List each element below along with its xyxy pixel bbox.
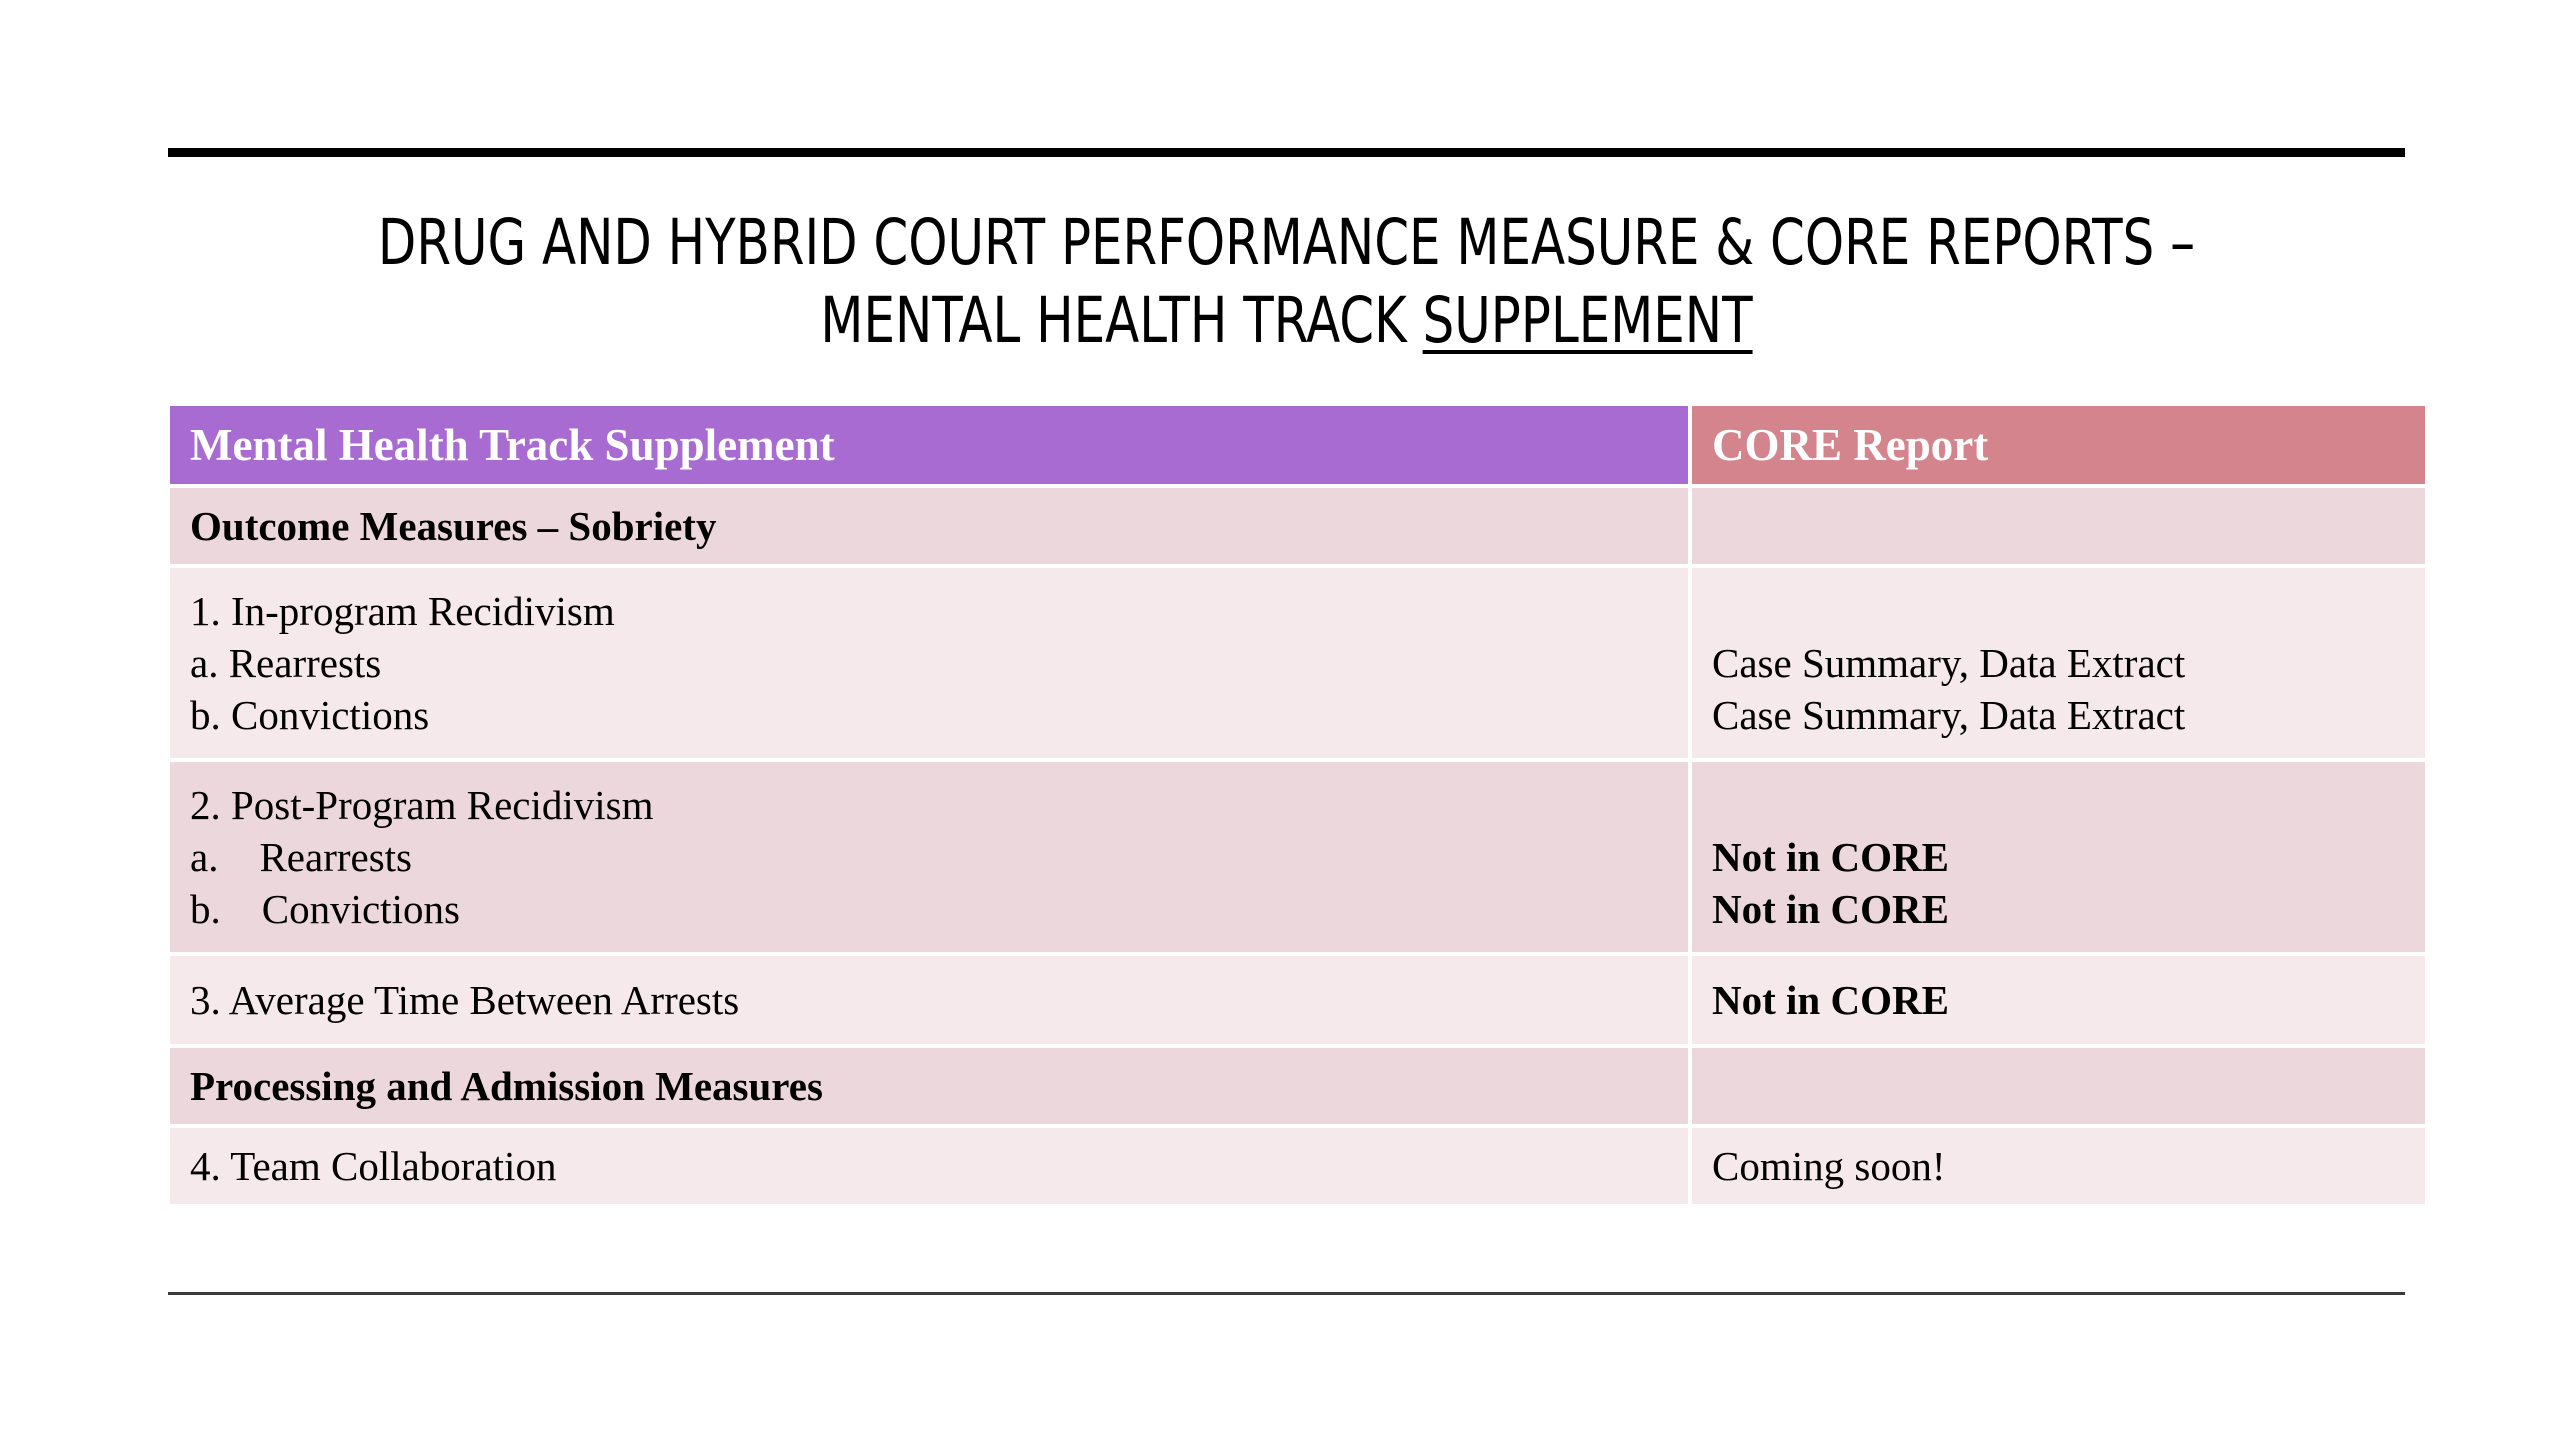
measure-sub-label: b. Convictions [190,692,430,738]
header-mental-health-track: Mental Health Track Supplement [170,406,1692,488]
measure-label: 1. In-program Recidivism [190,588,615,634]
measure-label: 2. Post-Program Recidivism [190,782,654,828]
core-value: Case Summary, Data Extract [1712,640,2186,686]
measure-sub-label: a. Rearrests [190,640,382,686]
measure-cell: 1. In-program Recidivism a. Rearrests b.… [170,566,1692,762]
top-rule [168,148,2405,157]
core-cell-empty [1690,486,2425,568]
core-value: Case Summary, Data Extract [1712,692,2186,738]
measure-label: 3. Average Time Between Arrests [170,954,1692,1048]
title-line-1: DRUG AND HYBRID COURT PERFORMANCE MEASUR… [377,206,2196,279]
header-core-report: CORE Report [1690,406,2425,488]
section-heading-processing: Processing and Admission Measures [170,1046,1692,1128]
table-header-row: Mental Health Track Supplement CORE Repo… [170,406,2425,488]
table-row: 1. In-program Recidivism a. Rearrests b.… [170,566,2425,762]
table-row: 4. Team Collaboration Coming soon! [170,1126,2425,1208]
table-row: 3. Average Time Between Arrests Not in C… [170,954,2425,1048]
core-value: Not in CORE [1712,886,1949,932]
slide-title: DRUG AND HYBRID COURT PERFORMANCE MEASUR… [302,204,2271,360]
table-row: Outcome Measures – Sobriety [170,486,2425,568]
core-value: Not in CORE [1712,834,1949,880]
section-heading-outcome: Outcome Measures – Sobriety [170,486,1692,568]
table-row: 2. Post-Program Recidivism a. Rearrests … [170,760,2425,956]
measures-table: Mental Health Track Supplement CORE Repo… [170,406,2425,1208]
core-value [1712,585,2405,637]
measure-sub-label: a. Rearrests [190,834,412,880]
core-cell-empty [1690,1046,2425,1128]
measure-sub-label: b. Convictions [190,886,460,932]
core-value: Not in CORE [1690,954,2425,1048]
core-value: Coming soon! [1690,1126,2425,1208]
core-cell: Case Summary, Data Extract Case Summary,… [1690,566,2425,762]
table-row: Processing and Admission Measures [170,1046,2425,1128]
core-cell: Not in CORE Not in CORE [1690,760,2425,956]
core-value [1712,779,2405,831]
measure-cell: 2. Post-Program Recidivism a. Rearrests … [170,760,1692,956]
measure-label: 4. Team Collaboration [170,1126,1692,1208]
title-line-2-text: MENTAL HEALTH TRACK [820,284,1423,357]
bottom-rule [168,1292,2405,1295]
title-underlined-word: SUPPLEMENT [1422,284,1753,357]
title-line-2: MENTAL HEALTH TRACK SUPPLEMENT [302,282,2271,360]
